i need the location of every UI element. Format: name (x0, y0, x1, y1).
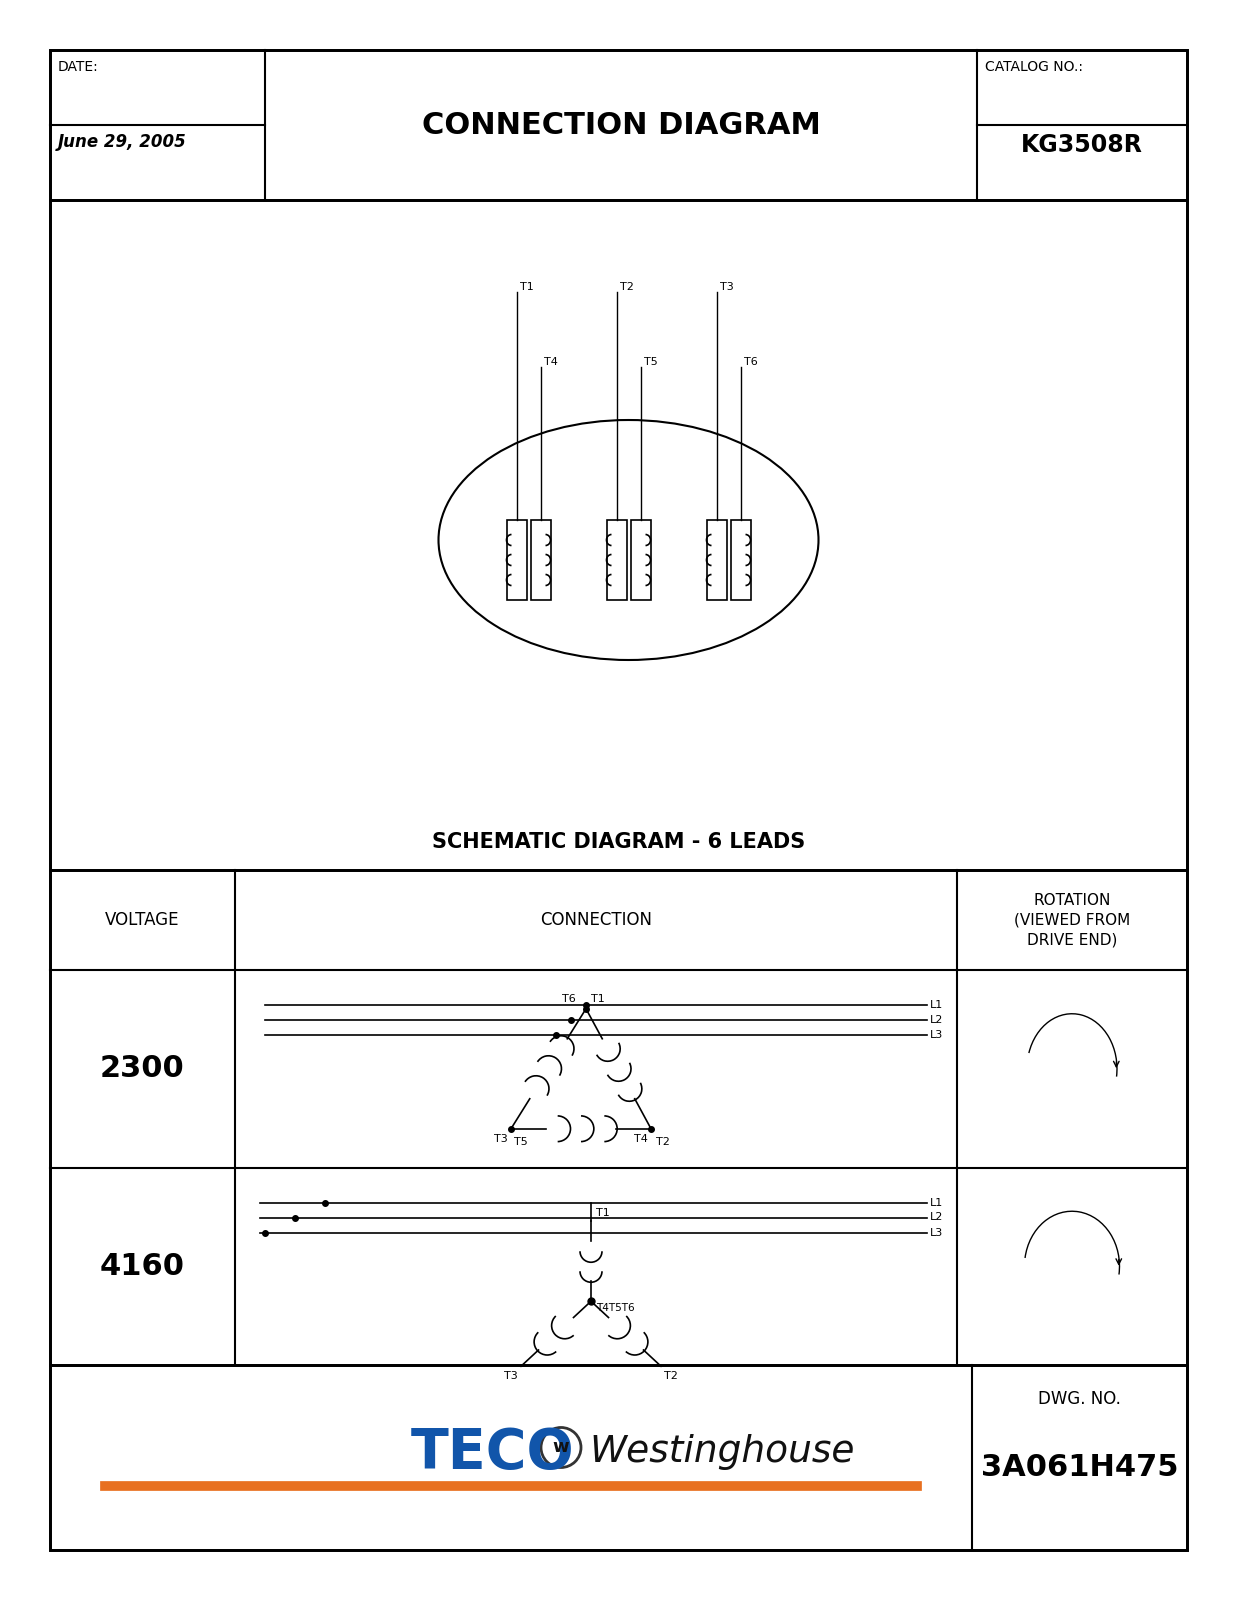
Bar (631, 520, 651, 600)
Text: SCHEMATIC DIAGRAM - 6 LEADS: SCHEMATIC DIAGRAM - 6 LEADS (432, 832, 805, 851)
Text: L3: L3 (930, 1030, 944, 1040)
Text: T3: T3 (720, 282, 734, 291)
Text: 2300: 2300 (100, 1054, 184, 1083)
Text: CONNECTION DIAGRAM: CONNECTION DIAGRAM (422, 110, 820, 139)
Text: VOLTAGE: VOLTAGE (105, 910, 179, 930)
Text: T2: T2 (656, 1136, 670, 1147)
Bar (531, 520, 550, 600)
Text: T1: T1 (596, 1208, 610, 1218)
Text: T2: T2 (664, 1371, 678, 1381)
Text: T4: T4 (635, 1134, 648, 1144)
Text: KG3508R: KG3508R (1021, 133, 1143, 157)
Bar (606, 520, 626, 600)
Text: L2: L2 (930, 1014, 944, 1026)
Text: CATALOG NO.:: CATALOG NO.: (985, 59, 1084, 74)
Text: T1: T1 (520, 282, 533, 291)
Text: T4T5T6: T4T5T6 (596, 1304, 635, 1314)
Bar (731, 520, 751, 600)
Text: T3: T3 (505, 1371, 518, 1381)
Text: DATE:: DATE: (58, 59, 99, 74)
Text: T1: T1 (591, 994, 605, 1003)
Text: June 29, 2005: June 29, 2005 (58, 133, 187, 150)
Text: 3A061H475: 3A061H475 (981, 1453, 1179, 1482)
Bar (49, 50, 1188, 200)
Text: T5: T5 (643, 357, 657, 366)
Text: T3: T3 (495, 1134, 508, 1144)
Text: ROTATION
(VIEWED FROM
DRIVE END): ROTATION (VIEWED FROM DRIVE END) (1014, 893, 1131, 947)
Text: w: w (553, 1438, 569, 1456)
Text: CONNECTION: CONNECTION (541, 910, 652, 930)
Text: Westinghouse: Westinghouse (589, 1435, 855, 1470)
Text: T6: T6 (563, 994, 576, 1003)
Text: T4: T4 (543, 357, 558, 366)
Text: L1: L1 (930, 1000, 944, 1010)
Bar (706, 520, 726, 600)
Text: T5: T5 (515, 1136, 528, 1147)
Bar (49, 870, 1188, 1365)
Text: L2: L2 (930, 1213, 944, 1222)
Bar (49, 200, 1188, 870)
Text: DWG. NO.: DWG. NO. (1038, 1390, 1121, 1408)
Text: L3: L3 (930, 1227, 944, 1237)
Text: TECO: TECO (411, 1426, 575, 1480)
Text: T2: T2 (620, 282, 633, 291)
Text: 4160: 4160 (100, 1251, 186, 1280)
Text: T6: T6 (743, 357, 757, 366)
Text: L1: L1 (930, 1197, 944, 1208)
Bar (506, 520, 527, 600)
Bar (49, 1365, 1188, 1550)
